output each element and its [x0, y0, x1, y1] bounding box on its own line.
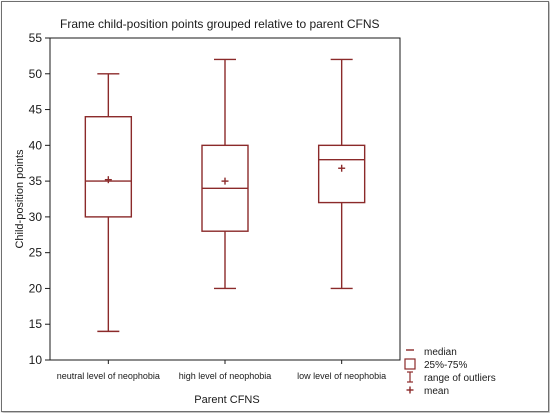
plot-area: 10 15 20 25 30 35 40 45 50 55 neutral level of neo… — [29, 31, 401, 381]
x-tick-label: low level of neophobia — [297, 371, 386, 381]
x-axis-label: Parent CFNS — [194, 394, 259, 406]
y-tick-label: 55 — [29, 31, 43, 45]
x-tick-label: high level of neophobia — [179, 371, 272, 381]
y-tick-label: 20 — [29, 281, 43, 295]
iqr-box — [84, 116, 133, 218]
legend-label: 25%-75% — [424, 360, 467, 371]
box-group — [201, 58, 249, 290]
x-tick-label: neutral level of neophobia — [57, 371, 160, 381]
y-tick-label: 50 — [29, 67, 43, 81]
box-group — [317, 58, 366, 290]
legend-label: range of outliers — [424, 373, 496, 384]
chart-title: Frame child-position points grouped rela… — [60, 17, 380, 31]
y-tick-label: 40 — [29, 138, 43, 152]
legend-box-symbol — [404, 358, 416, 370]
box-group — [84, 73, 133, 333]
y-tick-label: 45 — [29, 103, 43, 117]
y-tick-label: 15 — [29, 317, 43, 331]
iqr-box — [317, 144, 366, 204]
y-tick-label: 10 — [29, 353, 43, 367]
y-tick-label: 35 — [29, 174, 43, 188]
legend-label: mean — [424, 386, 449, 397]
y-axis-label: Child-position points — [14, 149, 26, 249]
legend: median 25%-75% range of outliers mean — [404, 347, 496, 397]
y-tick-label: 30 — [29, 210, 43, 224]
legend-label: median — [424, 347, 457, 358]
y-tick-label: 25 — [29, 246, 43, 260]
